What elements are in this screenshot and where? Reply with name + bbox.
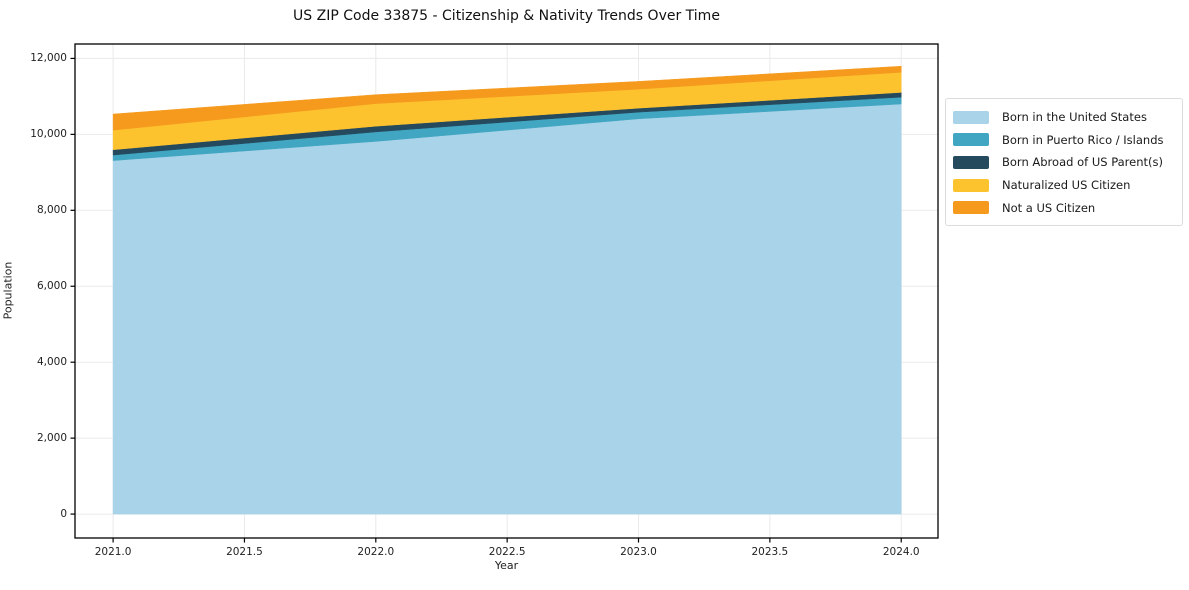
x-tick-label: 2022.5 <box>488 546 526 558</box>
legend-label: Born Abroad of US Parent(s) <box>1002 155 1163 170</box>
area-series <box>112 65 902 131</box>
legend-item: Born in the United States <box>953 106 1174 129</box>
legend-item: Naturalized US Citizen <box>953 174 1174 197</box>
legend-swatch <box>953 178 989 192</box>
legend-label: Born in the United States <box>1002 110 1147 125</box>
legend-swatch <box>953 133 989 147</box>
legend: Born in the United States Born in Puerto … <box>945 98 1183 226</box>
chart-title: US ZIP Code 33875 - Citizenship & Nativi… <box>293 8 720 24</box>
y-tick-label: 12,000 <box>30 52 67 65</box>
area-series <box>112 103 902 515</box>
legend-swatch <box>953 110 989 124</box>
legend-label: Born in Puerto Rico / Islands <box>1002 132 1164 147</box>
x-tick-label: 2021.5 <box>226 546 263 558</box>
y-tick-label: 4,000 <box>36 356 67 369</box>
legend-swatch <box>953 201 989 215</box>
x-tick-label: 2023.5 <box>751 546 789 558</box>
x-axis-label: Year <box>494 559 519 572</box>
legend-label: Not a US Citizen <box>1002 200 1096 215</box>
legend-item: Born Abroad of US Parent(s) <box>953 151 1174 174</box>
x-tick-label: 2023.0 <box>620 546 657 558</box>
legend-items: Born in the United States Born in Puerto … <box>953 106 1174 219</box>
x-tick-label: 2022.0 <box>357 546 395 558</box>
y-tick-label: 8,000 <box>36 204 67 217</box>
legend-item: Born in Puerto Rico / Islands <box>953 129 1174 152</box>
x-tick-label: 2021.0 <box>94 546 132 558</box>
legend-label: Naturalized US Citizen <box>1002 178 1131 193</box>
y-tick-label: 6,000 <box>36 280 67 293</box>
legend-item: Not a US Citizen <box>953 196 1174 219</box>
plot-frame <box>74 43 939 539</box>
y-tick-label: 10,000 <box>30 128 67 141</box>
y-tick-label: 2,000 <box>36 432 67 445</box>
y-tick-label: 0 <box>60 508 67 521</box>
x-tick-label: 2024.0 <box>882 546 920 558</box>
legend-swatch <box>953 155 989 169</box>
